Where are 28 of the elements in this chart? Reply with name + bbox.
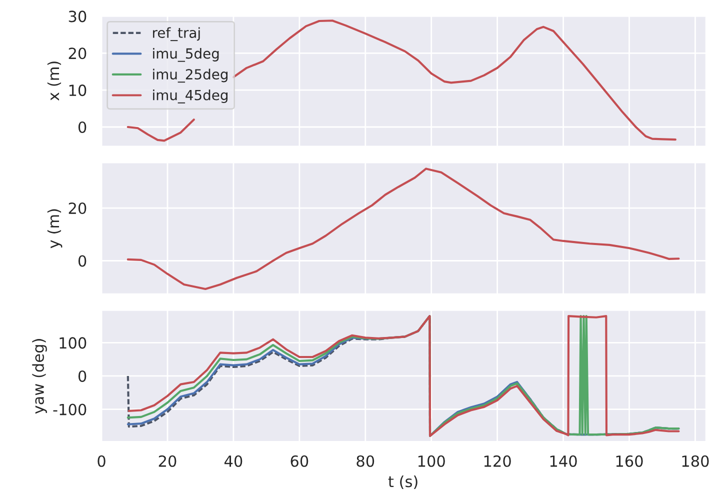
y-tick-label: 20	[68, 202, 86, 214]
x-tick-label: 140	[550, 455, 577, 467]
x-tick-label: 60	[290, 455, 308, 467]
legend-label: imu_25deg	[153, 68, 228, 83]
x-tick-label: 20	[158, 455, 176, 467]
x-tick-label: 80	[356, 455, 374, 467]
legend-label: imu_45deg	[153, 90, 228, 104]
y-tick-label: 30	[68, 10, 86, 22]
y-tick-label: 100	[60, 337, 86, 349]
x-tick-label: 120	[484, 455, 511, 467]
x-axis-title: t (s)	[388, 475, 418, 490]
y-tick-label: -100	[53, 404, 86, 416]
x-tick-label: 0	[98, 455, 106, 467]
y-tick-label: 10	[69, 84, 86, 96]
x-tick-label: 160	[616, 455, 643, 467]
y-tick-label: 0	[78, 370, 86, 382]
y-axis-title: y (m)	[47, 209, 62, 248]
y-tick-label: 20	[68, 48, 86, 60]
x-tick-label: 40	[224, 455, 242, 467]
y-axis-title: x (m)	[47, 62, 62, 101]
y-tick-label: 0	[78, 121, 86, 134]
x-tick-label: 100	[418, 455, 445, 467]
y-axis-title: yaw (deg)	[32, 339, 47, 414]
x-tick-label: 180	[682, 455, 709, 467]
line-series	[126, 168, 680, 290]
legend-label: ref_traj	[153, 27, 200, 42]
y-tick-label: 0	[78, 255, 86, 267]
legend-label: imu_5deg	[153, 48, 219, 62]
